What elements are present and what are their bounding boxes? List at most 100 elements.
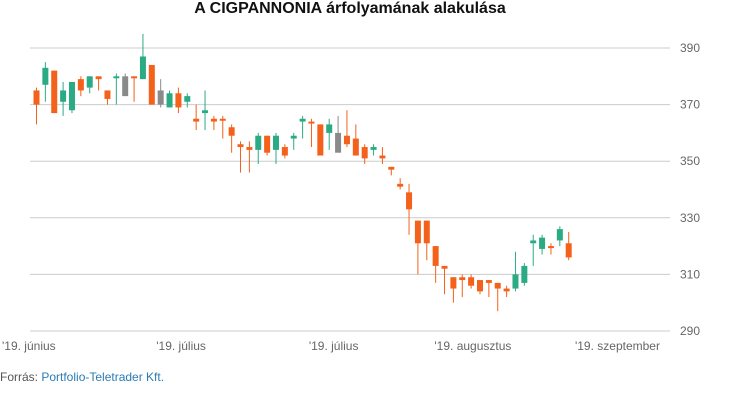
candle-30 [299, 115, 306, 139]
candle-body-55 [521, 265, 528, 283]
candle-body-39 [379, 155, 386, 159]
candle-0 [33, 87, 40, 125]
candle-7 [95, 76, 102, 91]
candle-59 [556, 226, 563, 247]
candle-body-12 [139, 56, 146, 80]
candle-body-31 [308, 121, 315, 124]
candle-33 [326, 118, 333, 150]
candle-2 [51, 70, 58, 114]
candle-15 [166, 90, 173, 108]
candle-32 [317, 124, 324, 156]
candle-body-1 [42, 67, 49, 85]
candle-49 [468, 274, 475, 289]
candle-body-60 [565, 243, 572, 258]
candle-37 [361, 144, 368, 165]
candle-body-57 [539, 237, 546, 249]
candle-body-7 [95, 76, 102, 80]
candle-11 [131, 76, 138, 102]
candle-46 [441, 265, 448, 295]
candle-body-15 [166, 93, 173, 108]
y-tick-label-290: 290 [680, 324, 700, 338]
x-tick-label-0: '19. június [2, 339, 56, 353]
chart-title: A CIGPANNONIA árfolyamának alakulása [194, 0, 506, 17]
x-tick-label-3: '19. augusztus [434, 339, 511, 353]
candle-body-24 [246, 147, 253, 150]
x-tick-label-4: '19. szeptember [575, 339, 660, 353]
candle-body-18 [193, 118, 200, 122]
candle-12 [139, 33, 146, 80]
candle-body-51 [485, 280, 492, 283]
candle-body-16 [175, 93, 182, 108]
candle-body-17 [184, 96, 191, 102]
candle-body-14 [157, 90, 164, 105]
candle-38 [370, 144, 377, 156]
candle-29 [290, 132, 297, 150]
candle-54 [512, 251, 519, 292]
candle-body-36 [352, 138, 359, 156]
candle-body-9 [113, 76, 120, 79]
candle-43 [414, 220, 421, 275]
candle-47 [450, 277, 457, 303]
candle-body-26 [264, 135, 271, 153]
candle-body-52 [494, 282, 501, 289]
source-label: Forrás: [0, 370, 42, 384]
candle-body-50 [477, 280, 483, 292]
candle-25 [255, 132, 262, 165]
y-tick-label-350: 350 [680, 154, 700, 168]
candle-body-58 [547, 246, 554, 249]
source-note: Forrás: Portfolio-Teletrader Kft. [0, 369, 164, 385]
candle-body-10 [122, 76, 129, 97]
candle-body-21 [219, 118, 226, 121]
candle-36 [352, 124, 359, 156]
candle-body-0 [33, 90, 40, 105]
candle-8 [104, 90, 111, 105]
x-tick-label-2: '19. július [309, 339, 359, 353]
source-link[interactable]: Portfolio-Teletrader Kft. [41, 370, 165, 384]
candle-60 [565, 231, 572, 261]
candle-body-33 [326, 124, 333, 133]
candle-50 [477, 280, 483, 295]
candle-10 [122, 73, 129, 97]
candle-20 [210, 115, 217, 131]
candle-13 [148, 64, 155, 105]
candle-9 [113, 73, 120, 105]
candle-body-19 [202, 110, 209, 114]
candle-body-20 [210, 118, 217, 122]
candle-52 [494, 282, 501, 312]
candle-body-27 [272, 135, 279, 150]
candle-body-43 [414, 220, 421, 244]
candle-34 [335, 115, 342, 153]
candle-body-49 [468, 277, 475, 286]
candle-body-35 [343, 135, 350, 145]
candle-3 [60, 81, 67, 116]
candle-19 [202, 90, 209, 131]
candle-body-47 [450, 277, 457, 289]
candle-6 [86, 76, 93, 94]
candle-26 [264, 135, 271, 156]
candle-body-45 [432, 246, 439, 266]
candle-body-8 [104, 90, 111, 99]
candle-58 [547, 243, 554, 255]
y-tick-label-330: 330 [680, 211, 700, 225]
candle-42 [406, 183, 413, 235]
candle-45 [432, 246, 439, 283]
candle-body-34 [335, 132, 342, 153]
candle-body-42 [406, 192, 413, 210]
candle-body-3 [60, 90, 67, 102]
candle-body-2 [51, 70, 58, 114]
candle-body-5 [77, 79, 84, 91]
candle-1 [42, 62, 49, 102]
candle-14 [157, 79, 164, 108]
label-layer: 290 310 330 350 370 390 '19. június '19. július… [2, 41, 700, 353]
candle-31 [308, 118, 315, 148]
candle-28 [281, 144, 288, 159]
candle-body-48 [459, 277, 466, 281]
candle-27 [272, 132, 279, 165]
candle-56 [530, 234, 537, 266]
candle-body-56 [530, 240, 537, 244]
candle-35 [343, 110, 350, 148]
candle-body-23 [237, 144, 244, 148]
candle-body-28 [281, 147, 288, 156]
candle-body-30 [299, 118, 306, 122]
